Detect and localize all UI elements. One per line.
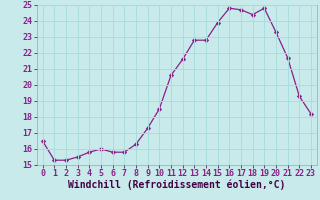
X-axis label: Windchill (Refroidissement éolien,°C): Windchill (Refroidissement éolien,°C) — [68, 180, 285, 190]
